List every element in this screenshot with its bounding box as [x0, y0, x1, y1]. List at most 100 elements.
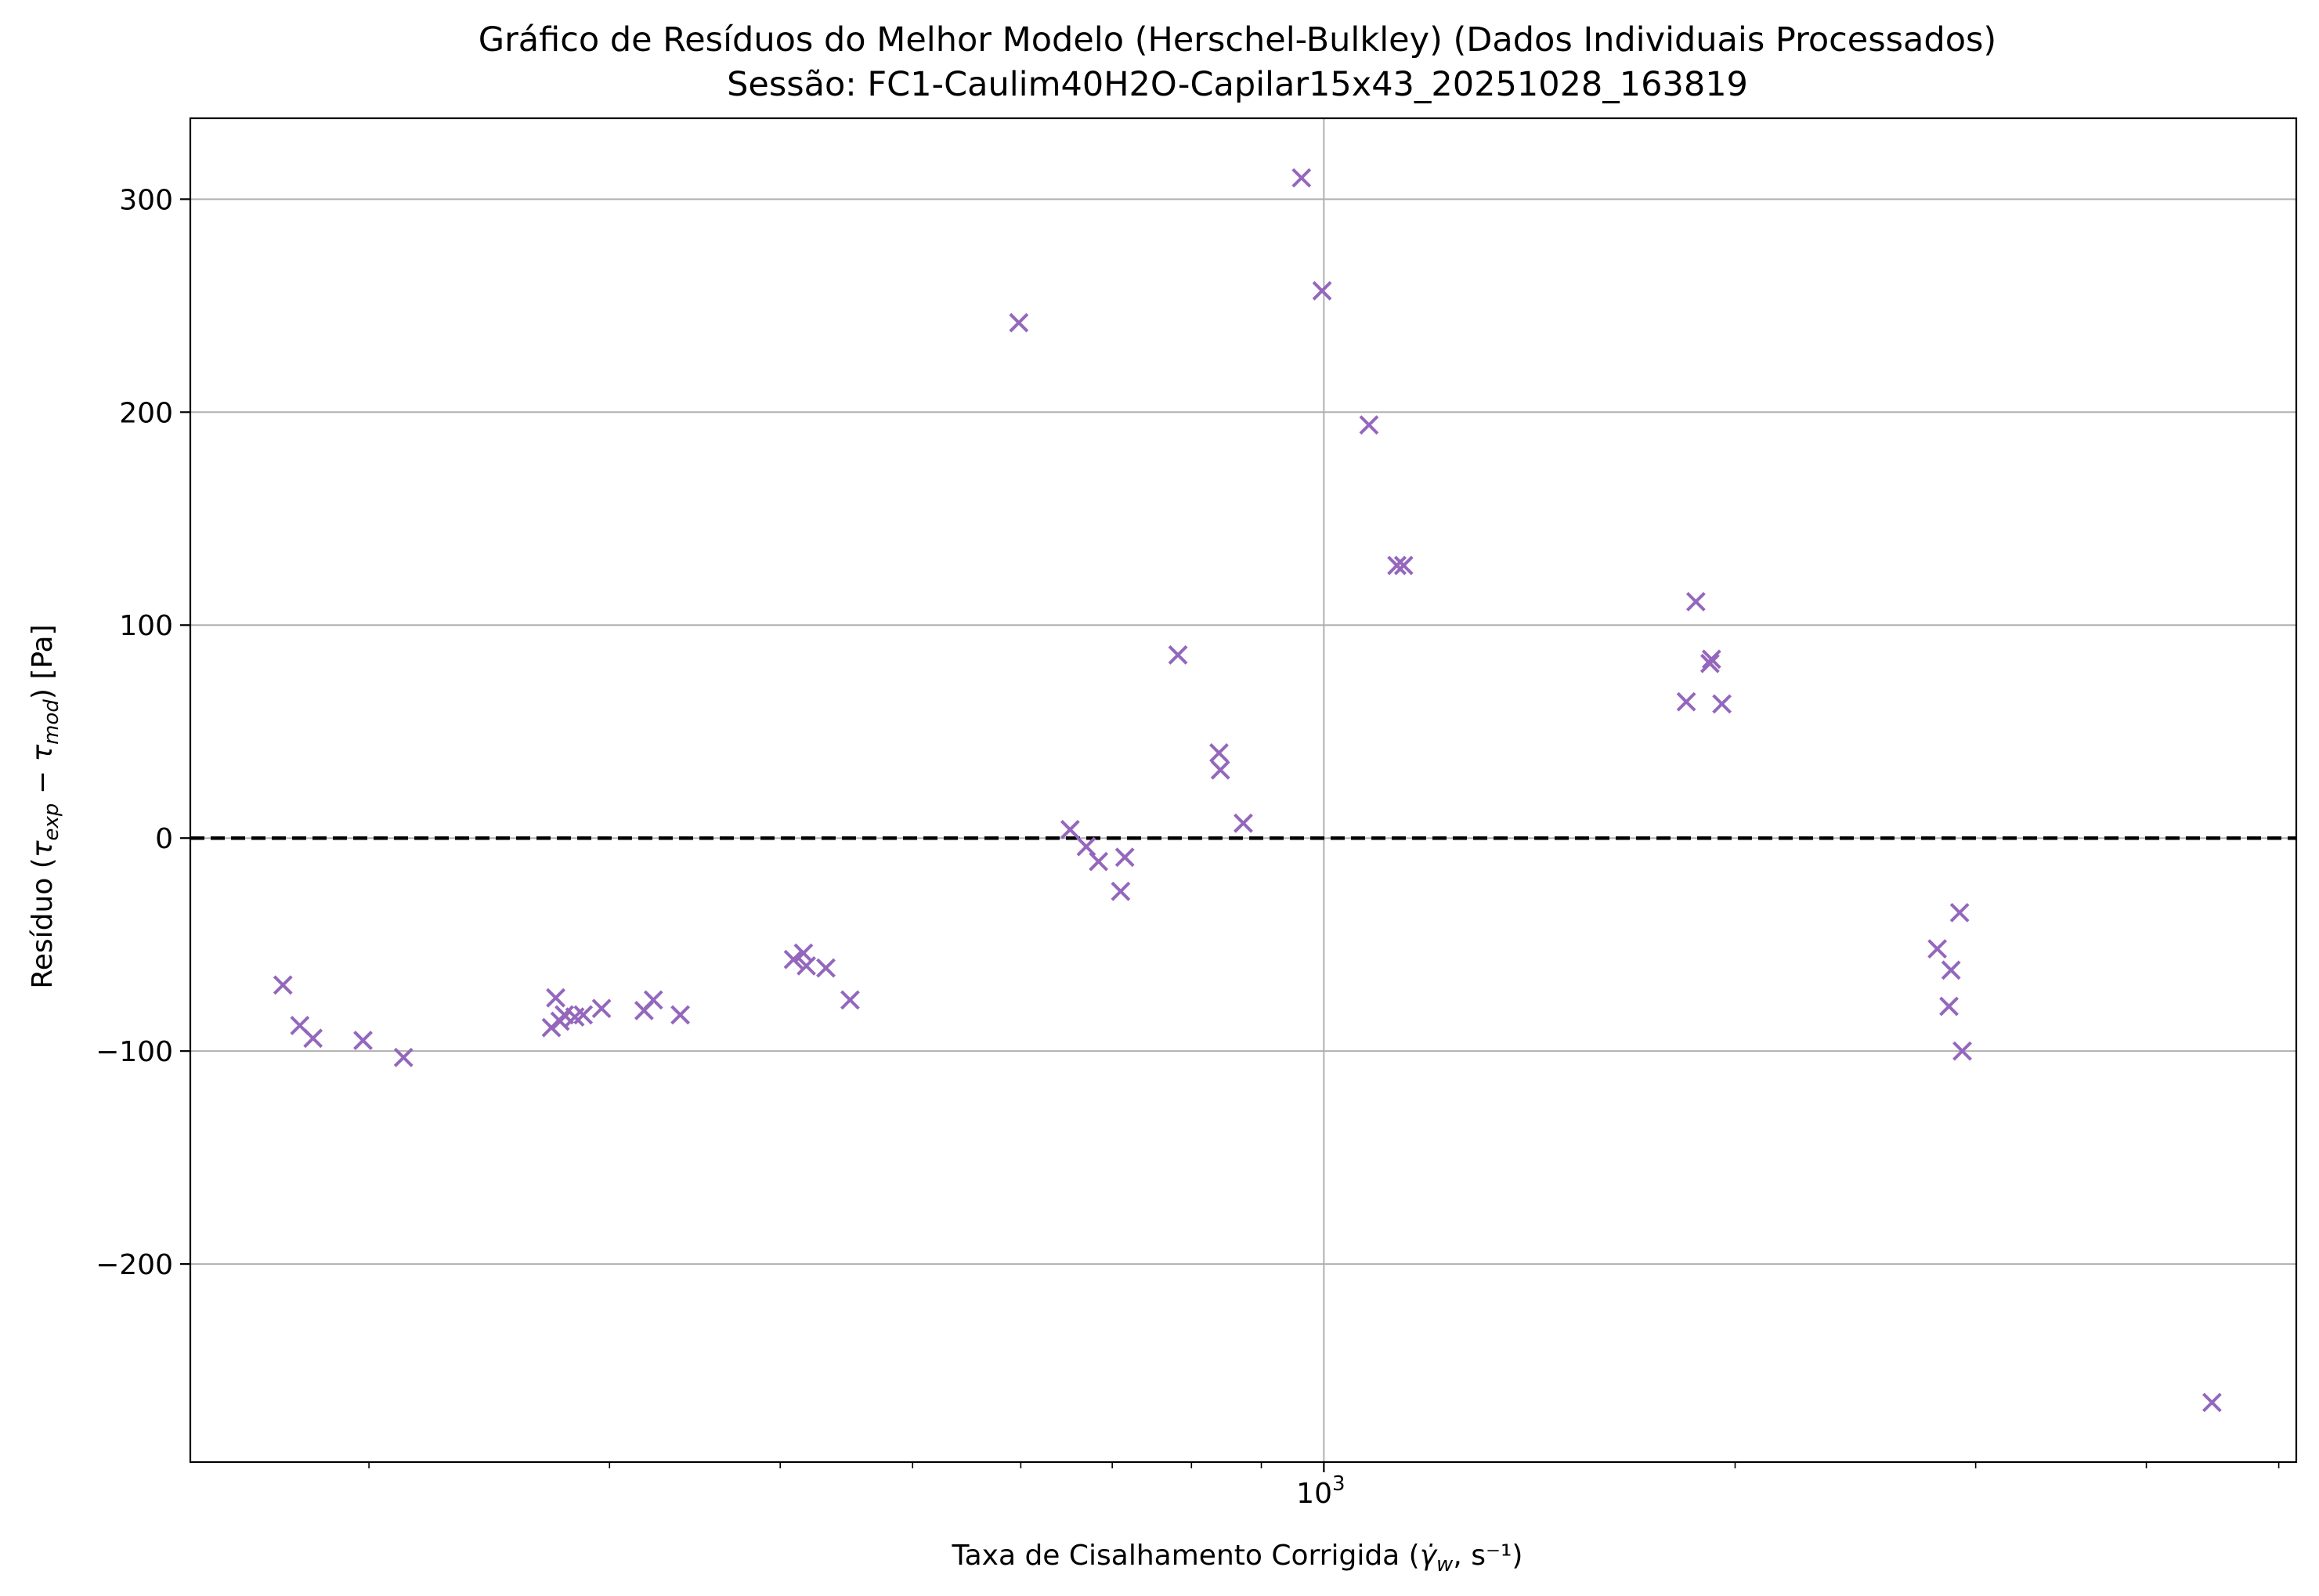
data-point [670, 1005, 691, 1025]
y-axis-label-subscript-mod: mod [40, 699, 63, 745]
x-marker [1312, 280, 1332, 301]
chart-subtitle: Sessão: FC1-Caulim40H2O-Capilar15x43_202… [727, 65, 1748, 104]
data-point [393, 1047, 414, 1067]
x-marker [670, 1005, 691, 1025]
x-marker [1089, 851, 1109, 872]
x-tick-label: 103 [1296, 1472, 1345, 1510]
x-marker [591, 998, 612, 1019]
x-marker [1291, 168, 1312, 188]
x-marker [1700, 653, 1720, 673]
data-point [796, 955, 816, 976]
x-marker [1009, 312, 1029, 333]
x-marker [1060, 819, 1080, 840]
data-point [1114, 847, 1135, 868]
x-marker [1927, 939, 1948, 959]
data-point [1111, 881, 1131, 901]
data-point [1312, 280, 1332, 301]
x-marker [1168, 645, 1188, 665]
x-marker [1712, 694, 1732, 714]
data-point [643, 990, 663, 1010]
x-marker [1941, 960, 1961, 980]
x-axis-label: Taxa de Cisalhamento Corrigida (γ̇w, s⁻¹… [952, 1540, 1523, 1576]
x-marker [273, 975, 293, 995]
y-tick-label: −100 [96, 1036, 173, 1068]
x-marker [1676, 691, 1696, 712]
chart-title: Gráfico de Resíduos do Melhor Modelo (He… [479, 20, 1996, 60]
data-point [1234, 813, 1253, 833]
data-point [1209, 742, 1229, 763]
x-marker [1393, 555, 1414, 576]
data-point [2202, 1392, 2222, 1413]
y-axis-label-prefix: Resíduo ( [27, 858, 59, 988]
data-point [1291, 168, 1312, 188]
x-marker [783, 949, 804, 970]
x-marker [796, 955, 816, 976]
x-marker [1952, 1041, 1972, 1061]
x-marker [546, 988, 566, 1008]
x-marker [1234, 813, 1253, 833]
x-marker [353, 1031, 373, 1050]
data-point [1359, 415, 1379, 435]
x-marker [816, 958, 836, 978]
data-point [273, 975, 293, 995]
data-point [1387, 555, 1407, 576]
x-marker [840, 990, 860, 1010]
x-marker [1685, 591, 1706, 612]
y-axis-label-tau-exp: τ [27, 840, 59, 858]
data-point [1952, 1041, 1972, 1061]
y-tick-label: 0 [155, 823, 173, 855]
data-point [1168, 645, 1188, 665]
data-point [1701, 649, 1721, 670]
y-axis-label-suffix: ) [Pa] [27, 624, 59, 699]
data-point [1089, 851, 1109, 872]
y-axis-label-minus: − [27, 762, 59, 803]
data-point [1393, 555, 1414, 576]
data-points [273, 168, 2222, 1413]
data-point [1712, 694, 1732, 714]
x-marker [1111, 881, 1131, 901]
data-point [1939, 996, 1959, 1016]
data-point [1700, 653, 1720, 673]
data-point [1076, 836, 1096, 857]
y-axis-label-tau-mod: τ [27, 745, 59, 762]
y-tick-label: −200 [96, 1249, 173, 1281]
data-point [546, 988, 566, 1008]
x-marker [1701, 649, 1721, 670]
y-tick-label: 200 [119, 397, 173, 429]
y-tick-label: 100 [119, 610, 173, 642]
data-point [1676, 691, 1696, 712]
x-marker [393, 1047, 414, 1067]
x-axis-label-prefix: Taxa de Cisalhamento Corrigida ( [952, 1540, 1420, 1572]
data-point [1949, 902, 1970, 923]
x-axis-label-suffix: , s⁻¹) [1453, 1540, 1523, 1572]
data-point [591, 998, 612, 1019]
x-marker [1114, 847, 1135, 868]
x-marker [1359, 415, 1379, 435]
x-marker [1387, 555, 1407, 576]
x-marker [573, 1005, 594, 1025]
data-point [1060, 819, 1080, 840]
x-marker [1210, 760, 1230, 780]
data-point [1941, 960, 1961, 980]
data-point [1210, 760, 1230, 780]
y-axis-label-subscript-exp: exp [40, 803, 63, 841]
data-point [573, 1005, 594, 1025]
y-tick-label: 300 [119, 184, 173, 216]
x-marker [1209, 742, 1229, 763]
x-marker [643, 990, 663, 1010]
x-marker [1949, 902, 1970, 923]
data-point [783, 949, 804, 970]
x-axis-ticks: 103 [368, 1462, 2280, 1510]
data-point [1009, 312, 1029, 333]
data-point [1685, 591, 1706, 612]
y-axis-label: Resíduo (τexp − τmod) [Pa] [27, 624, 63, 988]
x-axis-label-gamma: γ̇ [1420, 1540, 1438, 1572]
x-marker [1076, 836, 1096, 857]
plot-frame [189, 117, 2298, 1464]
data-point [816, 958, 836, 978]
data-point [353, 1031, 373, 1050]
y-axis-ticks: −200 −100 0 100 200 300 [96, 184, 190, 1281]
data-point [1927, 939, 1948, 959]
